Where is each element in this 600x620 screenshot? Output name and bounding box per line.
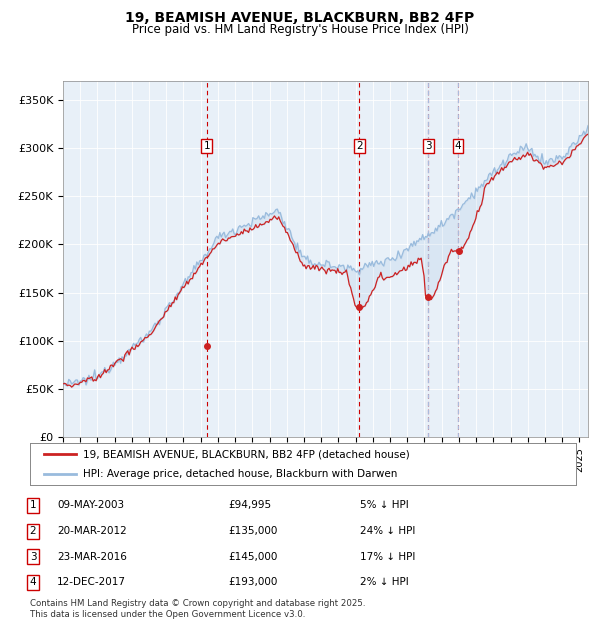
Text: 2: 2 [356,141,363,151]
Text: £135,000: £135,000 [228,526,277,536]
Text: HPI: Average price, detached house, Blackburn with Darwen: HPI: Average price, detached house, Blac… [83,469,397,479]
Text: 2: 2 [29,526,37,536]
Text: 19, BEAMISH AVENUE, BLACKBURN, BB2 4FP (detached house): 19, BEAMISH AVENUE, BLACKBURN, BB2 4FP (… [83,449,410,459]
Text: 17% ↓ HPI: 17% ↓ HPI [360,552,415,562]
Text: Contains HM Land Registry data © Crown copyright and database right 2025.
This d: Contains HM Land Registry data © Crown c… [30,600,365,619]
Text: 20-MAR-2012: 20-MAR-2012 [57,526,127,536]
Text: 12-DEC-2017: 12-DEC-2017 [57,577,126,587]
Text: 4: 4 [29,577,37,587]
Text: 24% ↓ HPI: 24% ↓ HPI [360,526,415,536]
Text: £145,000: £145,000 [228,552,277,562]
Text: 19, BEAMISH AVENUE, BLACKBURN, BB2 4FP: 19, BEAMISH AVENUE, BLACKBURN, BB2 4FP [125,11,475,25]
Text: 3: 3 [29,552,37,562]
Text: 5% ↓ HPI: 5% ↓ HPI [360,500,409,510]
Text: £94,995: £94,995 [228,500,271,510]
Text: 09-MAY-2003: 09-MAY-2003 [57,500,124,510]
Text: 3: 3 [425,141,431,151]
Text: £193,000: £193,000 [228,577,277,587]
Text: Price paid vs. HM Land Registry's House Price Index (HPI): Price paid vs. HM Land Registry's House … [131,23,469,36]
Text: 2% ↓ HPI: 2% ↓ HPI [360,577,409,587]
Text: 1: 1 [203,141,210,151]
Text: 23-MAR-2016: 23-MAR-2016 [57,552,127,562]
Text: 1: 1 [29,500,37,510]
Text: 4: 4 [455,141,461,151]
